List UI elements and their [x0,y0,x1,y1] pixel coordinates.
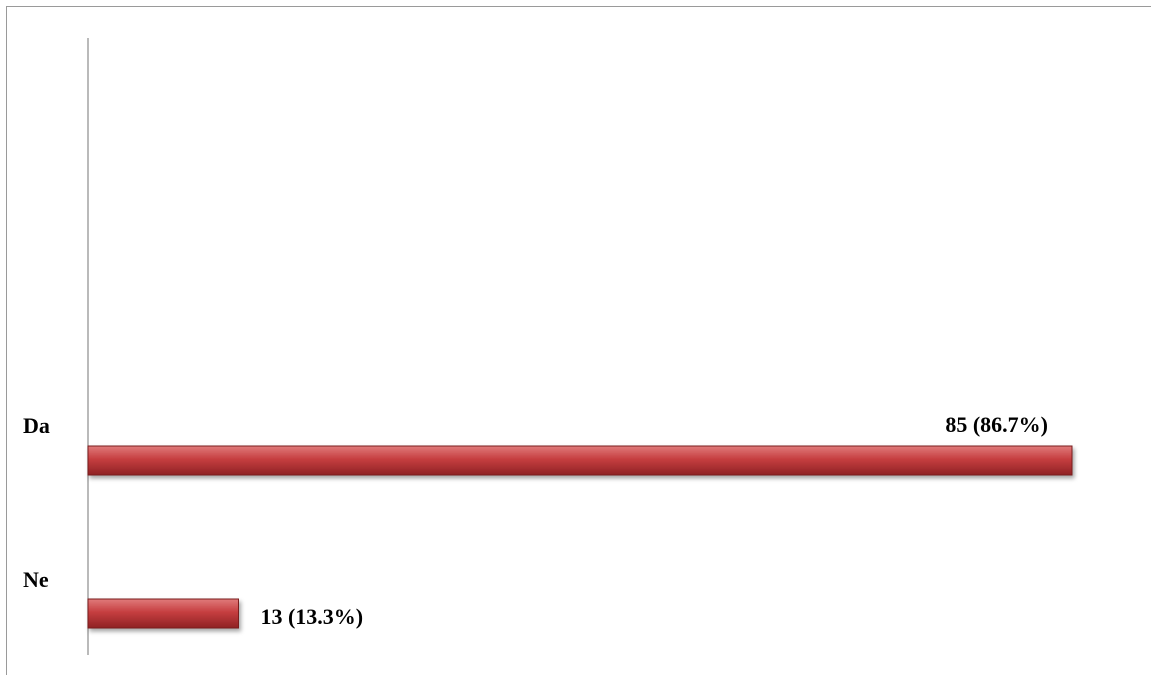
data-label-da: 85 (86.7%) [945,412,1048,437]
chart-frame [6,6,1151,675]
category-label-da: Da [23,413,50,438]
bar-ne [87,598,239,629]
category-label-ne: Ne [23,567,49,592]
bar-da [87,445,1073,476]
data-label-ne: 13 (13.3%) [260,604,363,629]
